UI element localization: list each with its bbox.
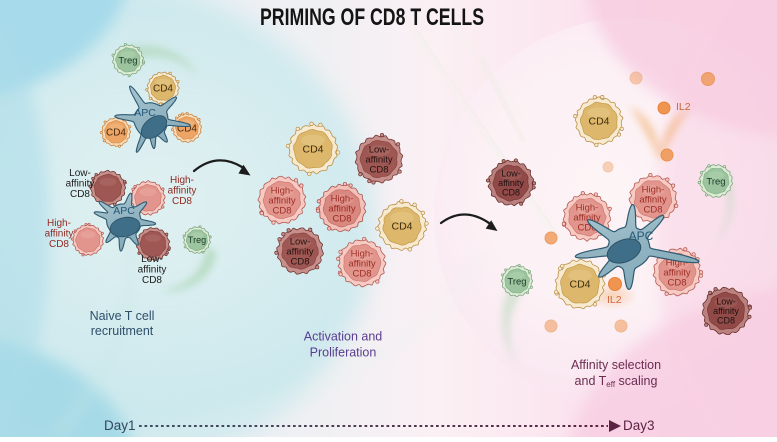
svg-text:High-: High- <box>666 257 689 268</box>
svg-text:affinity: affinity <box>286 246 314 257</box>
svg-text:APC: APC <box>134 107 156 119</box>
svg-text:Low-: Low- <box>141 254 163 265</box>
svg-text:affinity: affinity <box>365 154 393 165</box>
svg-text:and Teff scaling: and Teff scaling <box>575 374 658 389</box>
svg-text:affinity: affinity <box>138 265 167 276</box>
svg-text:Low-: Low- <box>501 169 521 179</box>
svg-text:Treg: Treg <box>188 235 206 245</box>
svg-text:PRIMING OF CD8 T CELLS: PRIMING OF CD8 T CELLS <box>260 4 484 31</box>
svg-text:APC: APC <box>629 229 654 243</box>
svg-text:High-: High- <box>351 248 374 259</box>
svg-text:recruitment: recruitment <box>91 324 154 338</box>
svg-text:affinity: affinity <box>663 267 691 278</box>
svg-text:affinity: affinity <box>45 229 74 240</box>
svg-text:CD8: CD8 <box>643 204 662 215</box>
svg-text:High-: High- <box>271 185 294 196</box>
svg-text:CD4: CD4 <box>153 84 173 95</box>
svg-text:CD8: CD8 <box>667 277 686 288</box>
svg-text:affinity: affinity <box>268 195 296 206</box>
svg-text:affinity: affinity <box>573 212 601 223</box>
svg-text:CD8: CD8 <box>717 316 735 326</box>
svg-text:CD8: CD8 <box>577 222 596 233</box>
svg-text:High-: High- <box>170 175 194 186</box>
svg-text:CD8: CD8 <box>142 275 162 286</box>
svg-text:Day3: Day3 <box>623 418 655 433</box>
svg-text:CD8: CD8 <box>332 213 351 224</box>
svg-text:CD8: CD8 <box>369 164 388 175</box>
svg-text:Treg: Treg <box>706 176 725 187</box>
svg-text:High-: High- <box>47 218 71 229</box>
svg-text:CD4: CD4 <box>106 128 126 139</box>
svg-text:Low-: Low- <box>290 236 311 247</box>
svg-text:Treg: Treg <box>118 55 137 66</box>
svg-text:CD8: CD8 <box>352 268 371 279</box>
svg-text:Low-: Low- <box>369 144 390 155</box>
svg-text:Low-: Low- <box>69 168 91 179</box>
svg-text:affinity: affinity <box>639 194 667 205</box>
svg-text:CD4: CD4 <box>569 279 590 291</box>
svg-text:CD8: CD8 <box>502 188 520 198</box>
svg-text:Day1: Day1 <box>104 418 136 433</box>
svg-text:CD8: CD8 <box>70 189 90 200</box>
svg-text:Low-: Low- <box>716 297 736 307</box>
svg-text:APC: APC <box>113 205 135 217</box>
svg-text:CD4: CD4 <box>177 124 197 135</box>
svg-text:affinity: affinity <box>328 203 356 214</box>
svg-text:affinity: affinity <box>713 306 739 316</box>
svg-text:Affinity selection: Affinity selection <box>571 358 661 372</box>
svg-text:CD8: CD8 <box>290 256 309 267</box>
svg-text:Activation and: Activation and <box>304 329 383 343</box>
svg-text:CD8: CD8 <box>49 239 69 250</box>
svg-text:CD4: CD4 <box>302 144 323 156</box>
svg-text:affinity: affinity <box>66 179 95 190</box>
svg-text:affinity: affinity <box>348 258 376 269</box>
svg-text:Treg: Treg <box>507 276 526 287</box>
svg-text:affinity: affinity <box>498 178 524 188</box>
svg-text:IL2: IL2 <box>607 294 622 306</box>
svg-text:Proliferation: Proliferation <box>310 345 377 359</box>
svg-text:High-: High- <box>331 193 354 204</box>
svg-text:affinity: affinity <box>168 186 197 197</box>
svg-text:CD4: CD4 <box>588 116 609 128</box>
svg-text:IL2: IL2 <box>676 101 691 113</box>
svg-text:High-: High- <box>576 202 599 213</box>
svg-text:CD8: CD8 <box>172 196 192 207</box>
svg-text:High-: High- <box>642 184 665 195</box>
svg-text:CD4: CD4 <box>391 221 412 233</box>
svg-text:Naive T cell: Naive T cell <box>90 309 155 323</box>
svg-text:CD8: CD8 <box>272 205 291 216</box>
